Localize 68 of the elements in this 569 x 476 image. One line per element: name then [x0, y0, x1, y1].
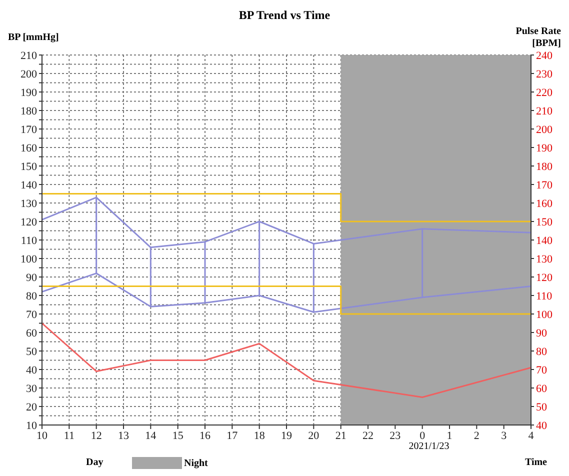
y-tick-label: 170	[20, 124, 38, 136]
x-tick-label: 1	[446, 430, 452, 442]
y-tick-label: 120	[20, 216, 38, 228]
x-tick-label: 0	[420, 430, 426, 442]
y2-tick-label: 60	[536, 382, 548, 395]
x-tick-label: 12	[90, 430, 102, 442]
y2-tick-label: 50	[536, 401, 548, 414]
text: Day	[86, 457, 104, 468]
y-tick-label: 40	[26, 364, 38, 376]
y-tick-label: 10	[26, 420, 38, 432]
x-tick-label: 20	[308, 430, 320, 442]
x-tick-label: 16	[200, 430, 211, 442]
chart-title: BP Trend vs Time	[238, 8, 332, 23]
y2-tick-label: 230	[536, 68, 553, 80]
y2-tick-label: 210	[536, 105, 553, 118]
y-tick-label: 130	[20, 198, 38, 210]
y-tick-label: 150	[20, 160, 38, 173]
y-tick-label: 90	[26, 272, 38, 284]
y-tick-label: 180	[20, 105, 38, 118]
y-tick-label: 200	[20, 68, 38, 80]
y2-tick-label: 100	[536, 308, 553, 321]
x-tick-label: 10	[36, 430, 48, 442]
x-tick-label: 4	[528, 430, 534, 442]
y2-tick-label: 220	[536, 86, 553, 99]
y-tick-label: 160	[20, 142, 38, 154]
y-tick-label: 70	[26, 308, 38, 321]
y-tick-label: 30	[26, 382, 38, 395]
y-tick-label: 140	[20, 179, 38, 192]
y-tick-label: 80	[26, 290, 38, 302]
y2-tick-label: 160	[536, 198, 553, 210]
text: 2021/1/23	[408, 441, 450, 452]
y2-tick-label: 150	[536, 216, 553, 228]
y2-tick-label: 190	[536, 142, 553, 154]
x-tick-label: 15	[172, 430, 184, 442]
y-tick-label: 60	[26, 327, 38, 340]
y2-tick-label: 130	[536, 253, 553, 266]
y-tick-label: 50	[26, 346, 38, 358]
y-tick-label: 20	[26, 401, 38, 414]
x-tick-label: 2	[474, 430, 480, 442]
y2-tick-label: 200	[536, 124, 553, 136]
y2-tick-label: 40	[536, 420, 548, 432]
x-tick-label: 18	[254, 430, 266, 442]
y2-tick-label: 180	[536, 160, 553, 173]
y-tick-label: 210	[20, 50, 38, 62]
y2-tick-label: 240	[536, 50, 553, 62]
x-tick-label: 22	[362, 430, 374, 442]
x-tick-label: 11	[64, 430, 74, 442]
y2-tick-label: 80	[536, 346, 548, 358]
x-tick-label: 17	[226, 430, 238, 442]
x-tick-label: 23	[390, 430, 402, 442]
legend-label: Night	[184, 458, 208, 468]
x-tick-label: 3	[501, 430, 508, 442]
y-tick-label: 100	[20, 253, 38, 266]
x-axis-title: Time	[524, 457, 547, 468]
y-axis-title: BP [mmHg]	[8, 32, 59, 43]
y2-tick-label: 70	[536, 364, 548, 376]
y2-tick-label: 140	[536, 234, 553, 247]
y2-tick-label: 110	[536, 290, 553, 302]
y-tick-label: 110	[20, 234, 38, 247]
x-tick-label: 19	[281, 430, 292, 442]
x-tick-label: 21	[335, 430, 346, 442]
y2-tick-label: 90	[536, 327, 548, 340]
x-tick-label: 13	[118, 430, 130, 442]
y-tick-label: 190	[20, 86, 38, 99]
y2-axis-title: Pulse Rate [BPM]	[514, 26, 561, 50]
y2-tick-label: 170	[536, 179, 553, 192]
x-tick-label: 14	[145, 430, 157, 442]
y2-tick-label: 120	[536, 272, 553, 284]
